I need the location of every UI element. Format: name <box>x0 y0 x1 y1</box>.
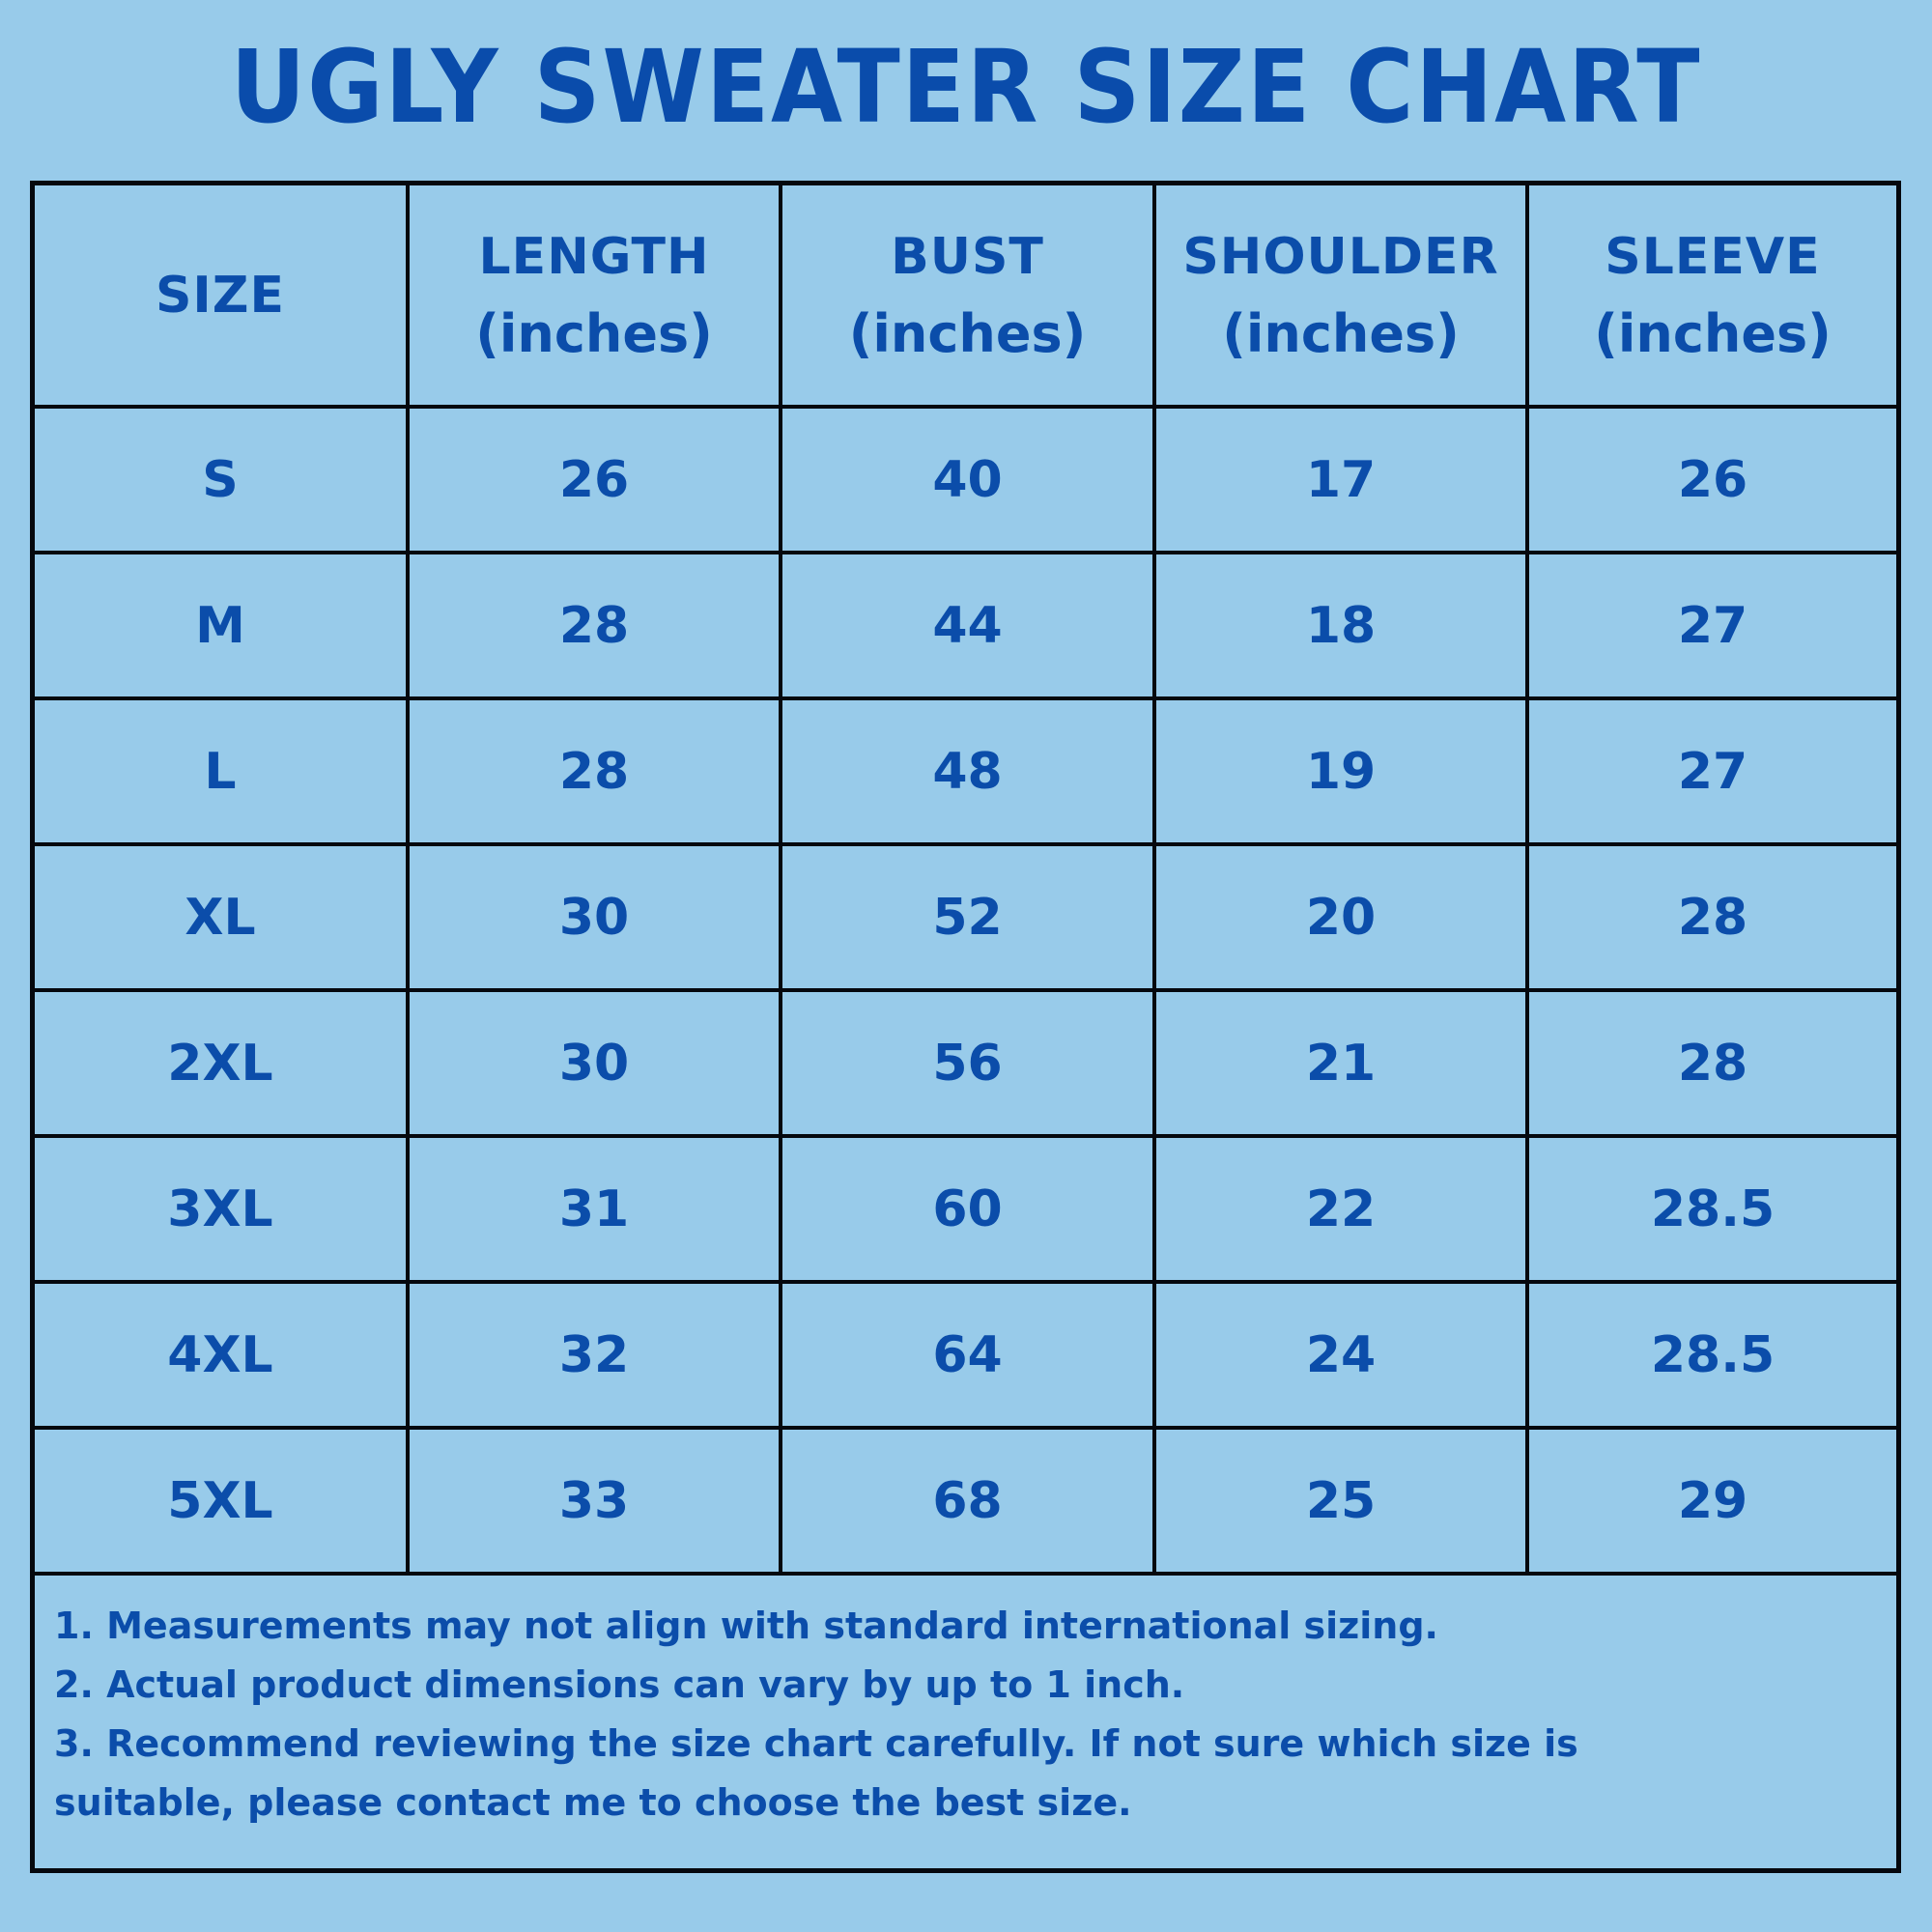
sleeve-cell: 28 <box>1677 1034 1748 1093</box>
shoulder-cell: 17 <box>1156 409 1529 551</box>
table-row: 5XL 33 68 25 29 <box>35 1430 1896 1576</box>
sleeve-cell: 28.5 <box>1650 1325 1776 1384</box>
length-cell: 28 <box>410 700 782 842</box>
bust-cell: 68 <box>782 1430 1156 1572</box>
sleeve-cell: 28 <box>1677 888 1748 947</box>
header-sleeve: SLEEVE (inches) <box>1529 185 1896 405</box>
table-row: 4XL 32 64 24 28.5 <box>35 1284 1896 1430</box>
table-row: 3XL 31 60 22 28.5 <box>35 1138 1896 1284</box>
table-row: L 28 48 19 27 <box>35 700 1896 846</box>
size-cell: 4XL <box>35 1284 410 1426</box>
bust-cell: 60 <box>782 1138 1156 1280</box>
shoulder-cell: 18 <box>1156 554 1529 696</box>
length-cell: 33 <box>410 1430 782 1572</box>
note-line: suitable, please contact me to choose th… <box>54 1781 1132 1824</box>
length-cell: 30 <box>410 846 782 988</box>
table-row: M 28 44 18 27 <box>35 554 1896 700</box>
notes-box: 1. Measurements may not align with stand… <box>35 1576 1896 1868</box>
table-header-row: SIZE LENGTH (inches) BUST (inches) SHOUL… <box>35 185 1896 409</box>
sleeve-cell: 29 <box>1677 1471 1748 1530</box>
table-row: XL 30 52 20 28 <box>35 846 1896 992</box>
bust-cell: 40 <box>782 409 1156 551</box>
sleeve-cell: 28.5 <box>1650 1179 1776 1238</box>
header-bust: BUST (inches) <box>782 185 1156 405</box>
header-unit: (inches) <box>475 302 713 364</box>
shoulder-cell: 20 <box>1156 846 1529 988</box>
header-label: BUST <box>891 227 1044 286</box>
size-cell: 2XL <box>35 992 410 1134</box>
length-cell: 31 <box>410 1138 782 1280</box>
size-cell: XL <box>35 846 410 988</box>
header-size: SIZE <box>35 185 410 405</box>
bust-cell: 48 <box>782 700 1156 842</box>
size-cell: 3XL <box>35 1138 410 1280</box>
size-cell: 5XL <box>35 1430 410 1572</box>
sleeve-cell: 27 <box>1677 742 1748 801</box>
bust-cell: 56 <box>782 992 1156 1134</box>
header-unit: (inches) <box>1594 302 1832 364</box>
chart-title: UGLY SWEATER SIZE CHART <box>230 28 1702 146</box>
bust-cell: 64 <box>782 1284 1156 1426</box>
sleeve-cell: 27 <box>1677 596 1748 655</box>
length-cell: 30 <box>410 992 782 1134</box>
shoulder-cell: 24 <box>1156 1284 1529 1426</box>
size-cell: M <box>35 554 410 696</box>
size-cell: S <box>35 409 410 551</box>
header-label: SIZE <box>155 266 286 325</box>
header-unit: (inches) <box>1222 302 1460 364</box>
header-shoulder: SHOULDER (inches) <box>1156 185 1529 405</box>
table-row: 2XL 30 56 21 28 <box>35 992 1896 1138</box>
shoulder-cell: 19 <box>1156 700 1529 842</box>
bust-cell: 44 <box>782 554 1156 696</box>
note-line: 3. Recommend reviewing the size chart ca… <box>54 1722 1578 1765</box>
table-row: S 26 40 17 26 <box>35 409 1896 554</box>
length-cell: 28 <box>410 554 782 696</box>
note-line: 2. Actual product dimensions can vary by… <box>54 1663 1185 1706</box>
length-cell: 26 <box>410 409 782 551</box>
header-label: SLEEVE <box>1605 227 1821 286</box>
size-cell: L <box>35 700 410 842</box>
shoulder-cell: 25 <box>1156 1430 1529 1572</box>
header-unit: (inches) <box>848 302 1087 364</box>
sleeve-cell: 26 <box>1677 450 1748 509</box>
note-line: 1. Measurements may not align with stand… <box>54 1605 1438 1647</box>
shoulder-cell: 21 <box>1156 992 1529 1134</box>
header-label: LENGTH <box>478 227 710 286</box>
length-cell: 32 <box>410 1284 782 1426</box>
size-chart-table: SIZE LENGTH (inches) BUST (inches) SHOUL… <box>30 181 1901 1873</box>
bust-cell: 52 <box>782 846 1156 988</box>
shoulder-cell: 22 <box>1156 1138 1529 1280</box>
header-label: SHOULDER <box>1182 227 1499 286</box>
header-length: LENGTH (inches) <box>410 185 782 405</box>
